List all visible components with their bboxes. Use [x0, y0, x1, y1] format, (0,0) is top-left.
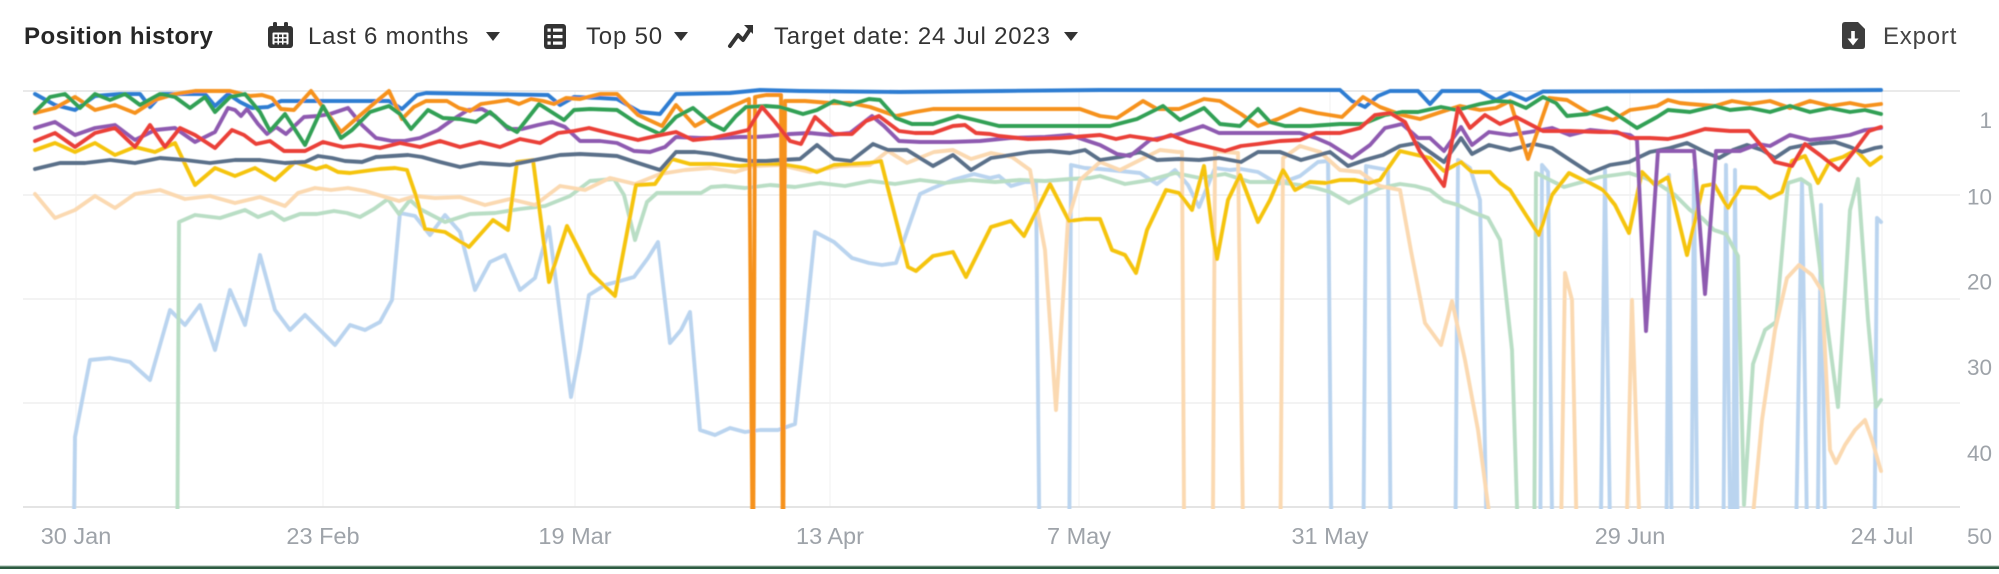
svg-text:31 May: 31 May — [1291, 523, 1368, 549]
svg-text:23 Feb: 23 Feb — [286, 523, 359, 549]
svg-text:29 Jun: 29 Jun — [1595, 523, 1666, 549]
svg-text:Target date: 24 Jul 2023: Target date: 24 Jul 2023 — [774, 23, 1051, 50]
svg-text:50: 50 — [1967, 524, 1992, 549]
svg-text:30: 30 — [1967, 355, 1992, 380]
svg-text:20: 20 — [1967, 270, 1992, 295]
svg-text:40: 40 — [1967, 441, 1992, 466]
svg-text:10: 10 — [1967, 185, 1992, 210]
svg-text:Position history: Position history — [24, 23, 214, 50]
svg-text:30 Jan: 30 Jan — [41, 523, 112, 549]
svg-text:Top 50: Top 50 — [586, 23, 663, 50]
svg-text:13 Apr: 13 Apr — [796, 523, 864, 549]
svg-text:Export: Export — [1883, 23, 1957, 50]
svg-text:1: 1 — [1979, 108, 1992, 133]
svg-text:24 Jul: 24 Jul — [1851, 523, 1914, 549]
svg-text:19 Mar: 19 Mar — [538, 523, 611, 549]
svg-text:7 May: 7 May — [1047, 523, 1111, 549]
svg-text:Last 6 months: Last 6 months — [308, 23, 469, 50]
